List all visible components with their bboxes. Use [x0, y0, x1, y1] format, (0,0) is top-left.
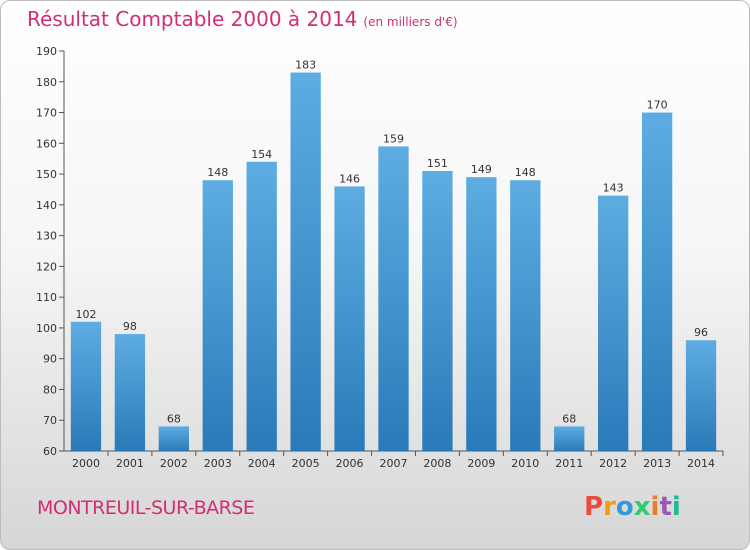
- bar: [466, 177, 497, 451]
- x-tick-label: 2005: [292, 457, 320, 470]
- y-tick-label: 60: [43, 445, 57, 458]
- bar-value-label: 148: [207, 166, 228, 179]
- bar: [422, 171, 453, 451]
- bars: 102 98 68 148 154 183 146 159 151 149 148 68 143 170 9…: [70, 59, 717, 452]
- y-tick-label: 190: [36, 45, 57, 58]
- logo-letter: i: [651, 492, 660, 522]
- x-tick-label: 2011: [555, 457, 583, 470]
- x-axis: 2000 2001 2002 2003 2004 2005 2006 2007 2008 2009…: [64, 450, 724, 470]
- bar-value-label: 143: [603, 182, 624, 195]
- y-tick-label: 140: [36, 199, 57, 212]
- y-tick-label: 70: [43, 414, 57, 427]
- y-tick-label: 100: [36, 322, 57, 335]
- y-tick-label: 120: [36, 260, 57, 273]
- logo-letter: P: [584, 492, 603, 522]
- bar: [70, 321, 102, 451]
- x-tick-label: 2001: [116, 457, 144, 470]
- bar: [378, 146, 409, 451]
- x-tick-label: 2012: [599, 457, 627, 470]
- x-tick-label: 2010: [511, 457, 539, 470]
- bar: [685, 340, 717, 451]
- y-axis: 60 70 80 90 100 110 120 130 140 150 160 170 180 190: [36, 45, 65, 458]
- chart-title-text: Résultat Comptable 2000 à 2014: [27, 7, 358, 31]
- y-tick-label: 180: [36, 76, 57, 89]
- bar: [641, 112, 673, 452]
- chart-title: Résultat Comptable 2000 à 2014 (en millie…: [27, 7, 458, 31]
- bar: [510, 180, 541, 451]
- bar: [554, 426, 585, 451]
- x-tick-label: 2008: [423, 457, 451, 470]
- y-tick-label: 160: [36, 137, 57, 150]
- logo-letter: x: [634, 492, 651, 522]
- logo-letter: o: [616, 492, 634, 522]
- y-tick-label: 90: [43, 353, 57, 366]
- bar: [202, 180, 233, 451]
- logo-letter: r: [603, 492, 616, 522]
- bar-value-label: 149: [471, 163, 492, 176]
- x-tick-label: 2003: [204, 457, 232, 470]
- y-tick-label: 150: [36, 168, 57, 181]
- bar-value-label: 68: [167, 412, 181, 425]
- bar-value-label: 170: [647, 99, 668, 112]
- bar: [598, 195, 629, 451]
- proxiti-logo: Proxiti: [584, 492, 681, 522]
- bar-value-label: 146: [339, 172, 360, 185]
- bar-value-label: 68: [562, 412, 576, 425]
- x-tick-label: 2002: [160, 457, 188, 470]
- bar-value-label: 159: [383, 132, 404, 145]
- x-tick-label: 2007: [380, 457, 408, 470]
- x-tick-label: 2000: [72, 457, 100, 470]
- bar-value-label: 102: [75, 308, 96, 321]
- logo-letter: t: [659, 492, 671, 522]
- svg-text:Proxiti: Proxiti: [584, 492, 681, 522]
- bar: [290, 72, 321, 452]
- bar: [158, 426, 189, 451]
- x-tick-label: 2004: [248, 457, 276, 470]
- commune-name: MONTREUIL-SUR-BARSE: [37, 497, 255, 519]
- y-tick-label: 80: [43, 383, 57, 396]
- bar: [114, 334, 146, 451]
- bar-value-label: 98: [123, 320, 137, 333]
- bar-value-label: 151: [427, 157, 448, 170]
- x-tick-label: 2014: [687, 457, 715, 470]
- x-tick-label: 2006: [336, 457, 364, 470]
- bar-value-label: 148: [515, 166, 536, 179]
- bar-value-label: 96: [694, 326, 708, 339]
- bar-value-label: 154: [251, 148, 272, 161]
- y-tick-label: 130: [36, 230, 57, 243]
- y-tick-label: 110: [36, 291, 57, 304]
- chart-subtitle: (en milliers d'€): [363, 15, 458, 29]
- bar-value-label: 183: [295, 59, 316, 72]
- logo-letter: i: [672, 492, 681, 522]
- x-tick-label: 2009: [467, 457, 495, 470]
- y-tick-label: 170: [36, 107, 57, 120]
- bar: [334, 186, 365, 451]
- bar: [246, 161, 277, 451]
- x-tick-label: 2013: [643, 457, 671, 470]
